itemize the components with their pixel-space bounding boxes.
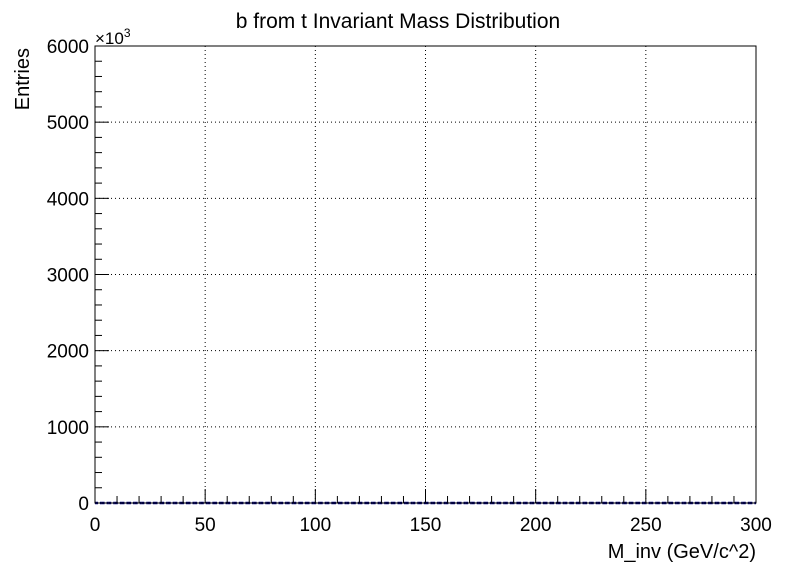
chart-title: b from t Invariant Mass Distribution: [236, 10, 560, 33]
x-tick-label: 250: [630, 515, 662, 536]
y-axis-ticks: 0 1000 2000 3000 4000 5000 6000: [47, 37, 109, 515]
y-axis-label: Entries: [12, 48, 34, 110]
x-axis-label: M_inv (GeV/c^2): [608, 541, 756, 563]
x-axis-ticks: 0 50 100 150 200 250 300: [90, 489, 772, 536]
y-tick-label: 0: [78, 494, 89, 515]
x-tick-label: 200: [520, 515, 552, 536]
y-multiplier-label: ×103: [95, 26, 131, 48]
y-tick-label: 6000: [47, 37, 89, 58]
y-tick-label: 1000: [47, 418, 89, 439]
y-tick-label: 3000: [47, 266, 89, 287]
y-tick-label: 4000: [47, 189, 89, 210]
y-tick-label: 2000: [47, 342, 89, 363]
x-tick-label: 100: [299, 515, 331, 536]
x-tick-label: 0: [90, 515, 101, 536]
y-tick-label: 5000: [47, 113, 89, 134]
x-tick-label: 150: [410, 515, 442, 536]
x-tick-label: 50: [195, 515, 216, 536]
y-multiplier-base: ×10: [95, 29, 124, 48]
grid-lines: [95, 46, 756, 503]
x-tick-label: 300: [740, 515, 772, 536]
y-multiplier-exponent: 3: [124, 26, 131, 40]
